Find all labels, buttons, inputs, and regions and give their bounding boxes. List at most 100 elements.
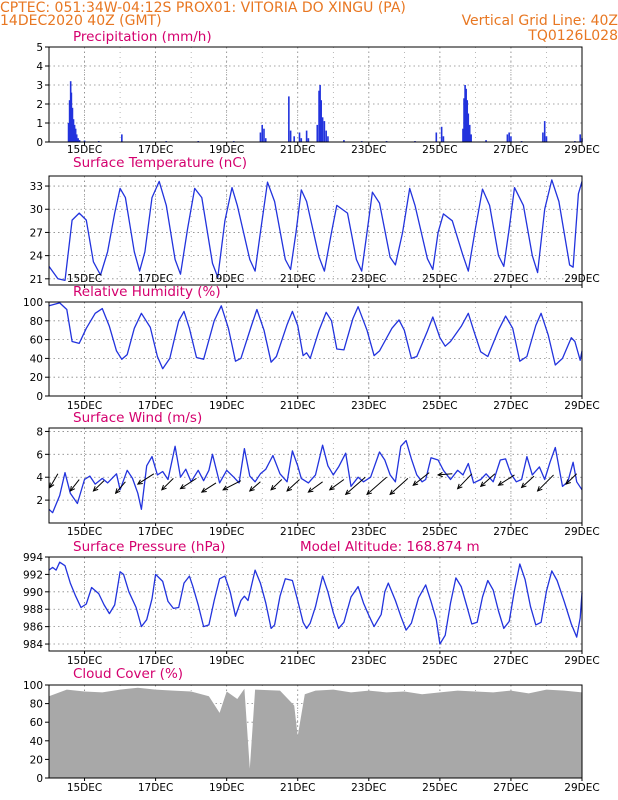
pres-xtick-label-7: 29DEC [564, 655, 599, 667]
precip-ytick-label-0: 0 [36, 137, 43, 149]
wind-arrow-22 [521, 475, 535, 488]
wind-arrow-21 [498, 474, 515, 486]
temp-series-line [48, 179, 583, 282]
precip-bar-36 [343, 140, 345, 142]
rh-xtick-label-0: 15DEC [67, 400, 102, 412]
precip-bar-44 [463, 98, 465, 142]
precip-bar-21 [288, 96, 290, 142]
precip-ytick-label-2: 2 [36, 99, 43, 111]
temp-ytick-label-2: 27 [30, 227, 43, 239]
wind-arrow-7 [201, 482, 217, 493]
wind-arrow-head-8 [222, 485, 229, 491]
precip-xtick-label-2: 19DEC [209, 144, 244, 156]
rh-xtick-label-3: 21DEC [280, 400, 315, 412]
cloud-ytick-label-4: 80 [30, 699, 43, 711]
pres-ytick-label-2: 988 [23, 604, 43, 616]
precip-bar-35 [327, 136, 329, 142]
pres-xtick-label-3: 21DEC [280, 655, 315, 667]
wind-arrow-head-13 [328, 485, 335, 491]
wind-arrow-head-16 [389, 489, 396, 496]
precip-xtick-label-7: 29DEC [564, 144, 599, 156]
header-date: 14DEC2020 40Z (GMT) [0, 13, 162, 29]
wind-series-line [48, 439, 583, 514]
wind-arrow-12 [308, 481, 323, 493]
temp-xtick-label-7: 29DEC [564, 273, 599, 285]
precip-bar-43 [462, 128, 464, 142]
precip-xtick-label-4: 23DEC [351, 144, 386, 156]
precip-bar-27 [307, 138, 310, 142]
precip-xtick-label-0: 15DEC [67, 144, 102, 156]
precip-frame-border [48, 46, 583, 143]
wind-xtick-label-3: 21DEC [280, 526, 315, 538]
precip-bar-40 [435, 132, 438, 142]
rh-ytick-label-5: 100 [23, 297, 43, 309]
precip-bar-24 [298, 132, 301, 142]
precip-bar-52 [506, 134, 509, 142]
cloud-ytick-label-3: 60 [30, 717, 43, 729]
temp-xtick-label-1: 17DEC [138, 273, 173, 285]
precip-bar-17 [259, 132, 262, 142]
precip-bar-53 [508, 132, 510, 142]
precip-bar-3 [70, 92, 73, 142]
wind-ytick-label-2: 6 [36, 449, 43, 461]
pres-xtick-label-1: 17DEC [138, 655, 173, 667]
precip-bar-9 [77, 138, 79, 142]
rh-xtick-label-6: 27DEC [493, 400, 528, 412]
wind-xtick-label-2: 19DEC [209, 526, 244, 538]
wind-arrow-20 [480, 473, 496, 487]
pres-annotation: Model Altitude: 168.874 m [300, 539, 480, 555]
precip-bar-5 [72, 119, 75, 142]
temp-xtick-label-6: 27DEC [493, 273, 528, 285]
temp-ytick-label-1: 24 [30, 251, 44, 263]
header-model: TQ0126L028 [528, 28, 618, 44]
rh-ytick-label-4: 80 [30, 316, 43, 328]
precip-bar-26 [305, 130, 308, 142]
temp-ytick-label-4: 33 [30, 181, 43, 193]
precip-bar-10 [78, 140, 81, 142]
wind-arrow-head-23 [536, 486, 543, 492]
wind-arrow-17 [412, 472, 430, 486]
rh-xtick-label-1: 17DEC [138, 400, 173, 412]
cloud-xtick-label-1: 17DEC [138, 782, 173, 794]
rh-xtick-label-7: 29DEC [564, 400, 599, 412]
wind-arrow-9 [249, 481, 261, 492]
wind-arrow-head-12 [307, 487, 314, 493]
wind-arrow-13 [329, 479, 345, 491]
pres-ytick-label-1: 986 [23, 622, 43, 634]
pres-xtick-label-5: 25DEC [422, 655, 457, 667]
wind-arrow-23 [537, 474, 554, 492]
temp-frame [48, 175, 583, 286]
temp-xtick-label-2: 19DEC [209, 273, 244, 285]
precip-bar-22 [289, 130, 292, 142]
wind-arrow-10 [270, 479, 283, 491]
cloud-xtick-label-3: 21DEC [280, 782, 315, 794]
precip-bar-47 [466, 100, 469, 142]
cloud-xtick-label-7: 29DEC [564, 782, 599, 794]
precip-bar-57 [543, 121, 546, 142]
precip-bar-0 [67, 123, 70, 142]
wind-arrow-head-14 [344, 489, 351, 496]
pres-series-line [48, 561, 583, 645]
wind-arrow-head-24 [565, 479, 571, 485]
precip-bar-7 [74, 128, 77, 142]
pres-xtick-label-4: 23DEC [351, 655, 386, 667]
wind-arrow-head-15 [366, 489, 372, 496]
wind-ytick-label-1: 4 [36, 472, 43, 484]
precip-title: Precipitation (mm/h) [73, 29, 212, 45]
header-grid-line: Vertical Grid Line: 40Z [461, 13, 618, 29]
cloud-xtick-label-5: 25DEC [422, 782, 457, 794]
precip-bar-18 [261, 124, 263, 142]
precip-bar-33 [323, 121, 326, 142]
precip-bar-46 [465, 88, 467, 142]
pres-xtick-label-6: 27DEC [493, 655, 528, 667]
precip-bar-20 [264, 138, 267, 142]
pres-ytick-label-4: 992 [23, 569, 43, 581]
wind-arrow-15 [366, 476, 387, 495]
cloud-ytick-label-2: 40 [30, 736, 43, 748]
cloud-xtick-label-6: 27DEC [493, 782, 528, 794]
rh-xtick-label-4: 23DEC [351, 400, 386, 412]
rh-ytick-label-1: 20 [30, 372, 43, 384]
wind-xtick-label-6: 27DEC [493, 526, 528, 538]
rh-xtick-label-2: 19DEC [209, 400, 244, 412]
wind-ytick-label-0: 2 [36, 495, 43, 507]
